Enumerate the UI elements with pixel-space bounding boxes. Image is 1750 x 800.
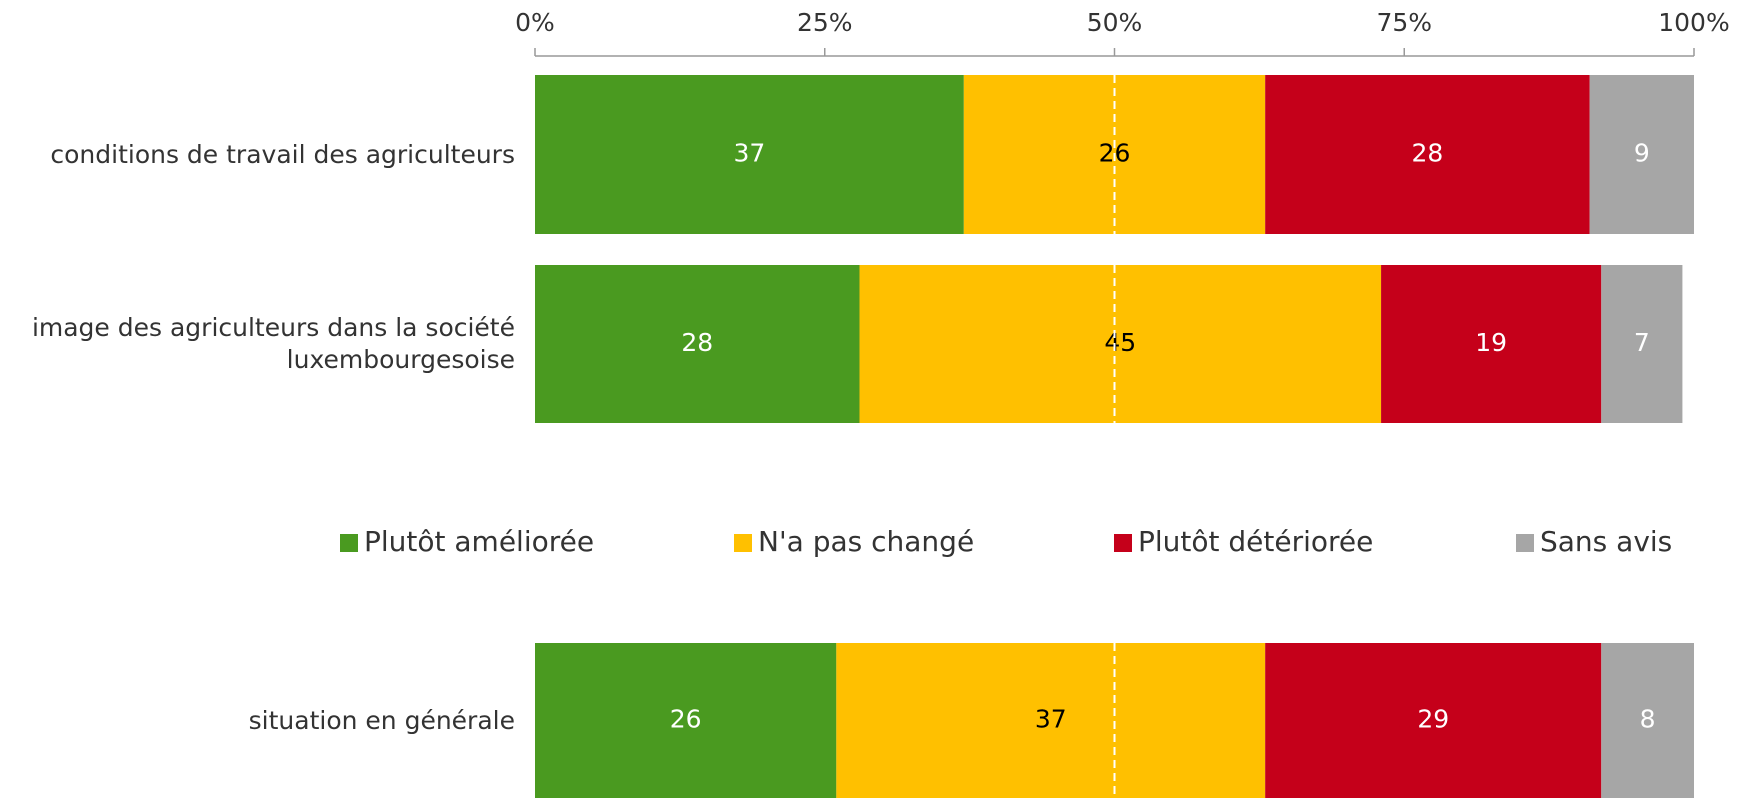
x-tick-label: 50% — [1087, 8, 1143, 37]
x-tick-label: 100% — [1658, 8, 1729, 37]
bar-segment — [535, 75, 964, 234]
legend-swatch — [340, 534, 358, 552]
legend-swatch — [734, 534, 752, 552]
bar-segment — [535, 265, 860, 423]
legend-swatch — [1114, 534, 1132, 552]
data-label: 28 — [1412, 139, 1444, 168]
bar-segment — [535, 643, 837, 798]
data-label: 19 — [1475, 328, 1507, 357]
category-label: image des agriculteurs dans la société l… — [31, 313, 515, 374]
legend-label: Plutôt détériorée — [1138, 525, 1373, 558]
bar-segment — [859, 265, 1382, 423]
data-label: 37 — [1035, 705, 1067, 734]
category-label: situation en générale — [248, 705, 515, 735]
bar-segment — [1589, 75, 1694, 234]
bar-segment — [1381, 265, 1602, 423]
data-label: 26 — [670, 705, 702, 734]
bar-segment — [1265, 643, 1602, 798]
x-tick-label: 75% — [1376, 8, 1432, 37]
data-label: 7 — [1634, 328, 1650, 357]
category-label: conditions de travail des agriculteurs — [50, 139, 515, 169]
legend-label: Plutôt améliorée — [364, 525, 594, 558]
bar-segment — [836, 643, 1266, 798]
data-label: 29 — [1417, 705, 1449, 734]
data-label: 45 — [1104, 328, 1136, 357]
data-label: 9 — [1634, 139, 1650, 168]
x-tick-label: 0% — [515, 8, 555, 37]
data-label: 8 — [1640, 705, 1656, 734]
bar-segment — [1265, 75, 1590, 234]
bar-segment — [1601, 643, 1694, 798]
data-label: 28 — [681, 328, 713, 357]
data-label: 37 — [734, 139, 766, 168]
x-tick-label: 25% — [797, 8, 853, 37]
bar-segment — [1601, 265, 1683, 423]
legend-label: Sans avis — [1540, 525, 1672, 558]
legend-label: N'a pas changé — [758, 525, 974, 558]
legend-swatch — [1516, 534, 1534, 552]
